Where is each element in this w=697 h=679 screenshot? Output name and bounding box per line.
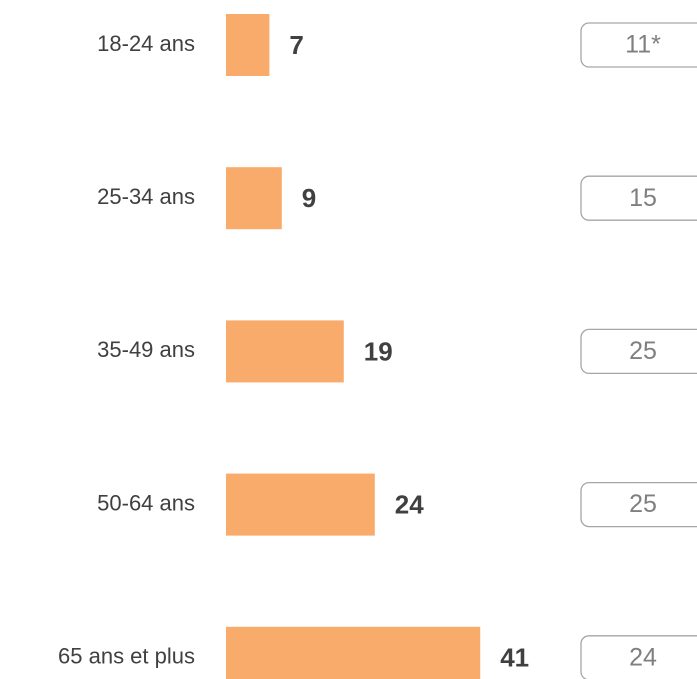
comparison-label: 15 bbox=[629, 184, 657, 212]
comparison-box bbox=[580, 635, 697, 679]
bar bbox=[226, 473, 375, 536]
comparison-label: 24 bbox=[629, 643, 657, 671]
comparison-box bbox=[580, 175, 697, 221]
category-label: 65 ans et plus bbox=[58, 644, 195, 669]
category-label: 35-49 ans bbox=[97, 337, 195, 362]
comparison-label: 11* bbox=[625, 31, 661, 59]
data-label: 19 bbox=[364, 336, 393, 366]
comparison-box bbox=[580, 22, 697, 68]
comparison-box bbox=[580, 328, 697, 375]
data-label: 9 bbox=[302, 183, 316, 213]
bar bbox=[226, 320, 344, 383]
bar bbox=[226, 626, 481, 679]
data-label: 7 bbox=[289, 30, 303, 60]
data-label: 41 bbox=[500, 643, 529, 673]
bar bbox=[226, 14, 270, 76]
comparison-box bbox=[580, 481, 697, 528]
comparison-label: 25 bbox=[629, 337, 657, 365]
comparison-label: 25 bbox=[629, 490, 657, 518]
category-label: 25-34 ans bbox=[97, 184, 195, 209]
data-label: 24 bbox=[395, 489, 424, 519]
category-label: 50-64 ans bbox=[97, 490, 195, 515]
bar bbox=[226, 167, 282, 230]
category-label: 18-24 ans bbox=[97, 31, 195, 56]
